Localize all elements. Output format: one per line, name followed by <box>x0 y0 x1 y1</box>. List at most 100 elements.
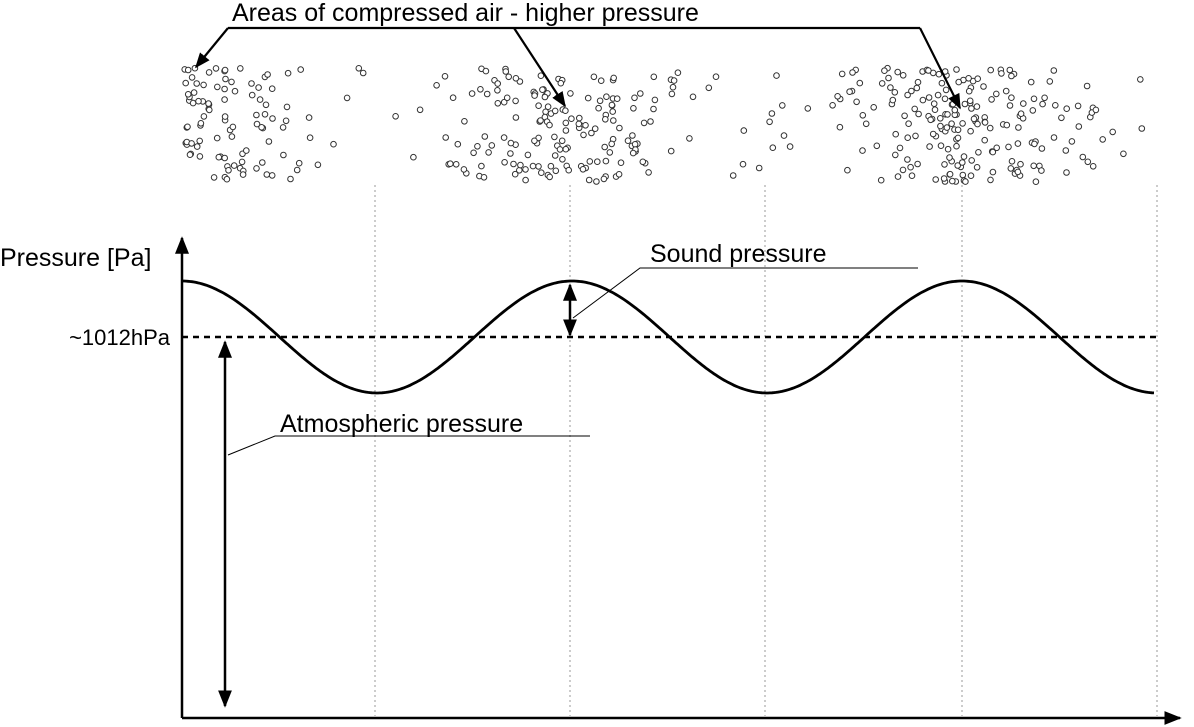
particle <box>410 153 417 161</box>
particle <box>629 149 637 157</box>
particle <box>591 125 599 132</box>
particle <box>899 72 907 79</box>
particle <box>510 160 517 168</box>
particle <box>454 140 462 148</box>
particle <box>551 152 559 159</box>
particle <box>193 143 201 150</box>
particle <box>452 161 460 168</box>
particle <box>786 143 794 150</box>
particle <box>1032 178 1040 185</box>
particle <box>1020 100 1027 107</box>
particle <box>948 120 955 127</box>
particle <box>596 97 604 105</box>
particle <box>1005 143 1012 151</box>
particle <box>584 94 592 102</box>
particle <box>537 72 545 79</box>
particle <box>551 133 558 141</box>
particle <box>829 102 836 109</box>
title: Areas of compressed air - higher pressur… <box>232 0 699 27</box>
particle <box>190 89 198 96</box>
particle <box>768 110 776 117</box>
particle <box>887 84 894 91</box>
particle <box>639 158 647 166</box>
particle <box>885 74 892 82</box>
particle <box>955 78 963 86</box>
particle <box>925 67 932 74</box>
particle <box>987 66 995 74</box>
particle <box>576 114 583 122</box>
particle <box>263 171 271 178</box>
particle <box>941 161 948 168</box>
particle <box>804 105 812 112</box>
particle <box>624 137 632 144</box>
particle <box>637 90 644 97</box>
particle <box>650 73 658 81</box>
particle <box>942 86 950 94</box>
particle <box>973 103 981 110</box>
particle <box>601 143 609 151</box>
particle <box>1074 102 1082 110</box>
particle <box>1050 67 1058 74</box>
particle <box>907 163 914 171</box>
particle <box>846 88 853 95</box>
particle <box>196 153 204 160</box>
particle <box>870 104 878 111</box>
particle <box>184 91 192 98</box>
particle <box>974 120 981 128</box>
particle <box>896 144 904 152</box>
particle <box>500 134 508 141</box>
particle <box>929 130 937 138</box>
particle <box>481 133 489 140</box>
particle <box>184 66 192 74</box>
particle <box>651 96 659 104</box>
particle <box>1063 169 1070 176</box>
particle <box>1120 150 1127 158</box>
particle <box>766 118 773 126</box>
particle <box>606 149 614 156</box>
title-arrows <box>195 26 961 110</box>
particle <box>987 176 994 184</box>
particle <box>223 175 231 183</box>
particle <box>214 83 221 91</box>
particle <box>940 175 948 182</box>
particle <box>993 90 1000 98</box>
particle <box>904 156 911 163</box>
particle <box>579 166 587 173</box>
particle <box>779 102 786 109</box>
particle <box>524 151 532 159</box>
particle <box>287 175 294 183</box>
particle <box>269 115 276 122</box>
particle <box>195 97 202 105</box>
particle <box>937 115 944 122</box>
particle <box>253 120 261 128</box>
particle <box>268 85 276 92</box>
particle <box>1038 145 1046 152</box>
particle <box>873 142 881 150</box>
particle <box>968 105 975 112</box>
particle <box>954 126 962 134</box>
particle <box>531 137 538 145</box>
particle <box>213 134 221 142</box>
particle <box>954 162 962 169</box>
particle <box>998 70 1005 77</box>
particle <box>1084 158 1092 166</box>
particle <box>228 78 235 86</box>
particle <box>546 173 554 181</box>
particle <box>503 94 511 102</box>
particle <box>908 87 915 95</box>
particle <box>293 166 301 174</box>
particle <box>905 120 912 127</box>
particle <box>959 120 966 127</box>
particle <box>844 166 851 174</box>
particle <box>297 66 305 73</box>
particle <box>1002 87 1010 95</box>
particle <box>953 142 960 150</box>
particle <box>993 144 1001 152</box>
particle <box>562 145 570 153</box>
particle <box>862 120 870 128</box>
particle <box>740 127 748 134</box>
particle <box>480 174 488 181</box>
particle <box>255 84 262 91</box>
particle <box>1058 114 1065 122</box>
